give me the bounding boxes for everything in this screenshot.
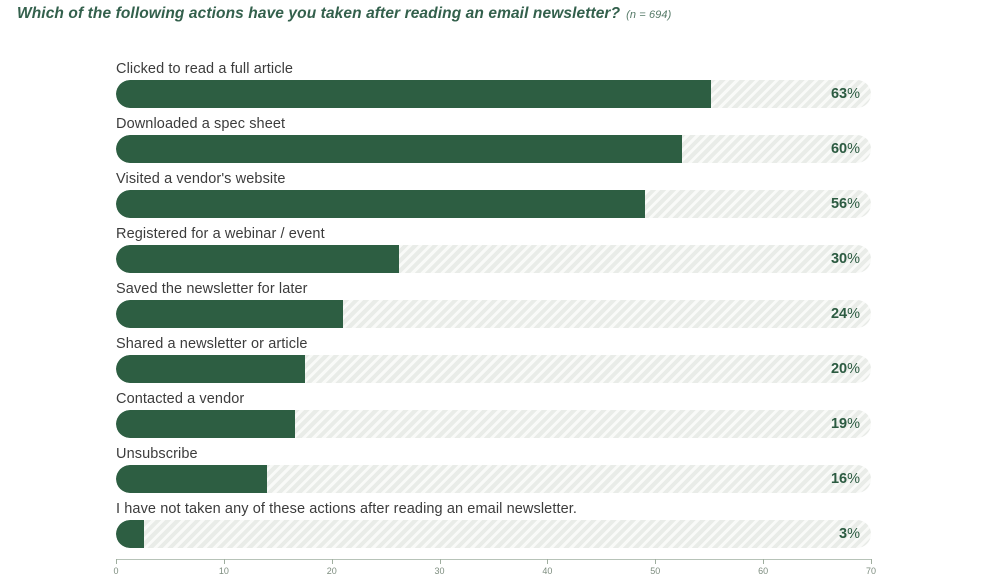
bar-category-label: Saved the newsletter for later [116, 281, 308, 297]
bar-row: Shared a newsletter or article 20% [116, 334, 871, 383]
tick-label: 0 [113, 566, 119, 576]
tick-mark [331, 559, 333, 564]
bar-value-label: 20% [830, 361, 860, 377]
percent-sign: % [847, 361, 860, 377]
tick-mark [547, 559, 549, 564]
percent-sign: % [847, 471, 860, 487]
bar-value-label: 19% [830, 416, 860, 432]
bar-value-label: 63% [830, 86, 860, 102]
bar-category-label: Registered for a webinar / event [116, 226, 325, 242]
tick-label: 70 [865, 566, 877, 576]
bar-track: 30% [116, 245, 871, 273]
bar-value-label: 3% [839, 526, 860, 542]
bar-track: 63% [116, 80, 871, 108]
bar-category-label: Downloaded a spec sheet [116, 116, 286, 132]
bar-row: Registered for a webinar / event 30% [116, 224, 871, 273]
bar-category-label: Contacted a vendor [116, 391, 245, 407]
bar-row: Clicked to read a full article 63% [116, 59, 871, 108]
percent-sign: % [847, 141, 860, 157]
bar-row: Visited a vendor's website 56% [116, 169, 871, 218]
bar-fill [116, 355, 305, 383]
tick-label: 50 [650, 566, 661, 576]
bar-track: 16% [116, 465, 871, 493]
bar-value-label: 60% [830, 141, 860, 157]
tick-mark [223, 559, 225, 564]
bar-fill [116, 135, 683, 163]
bar-row: Unsubscribe 16% [116, 444, 871, 493]
tick-label: 40 [542, 566, 553, 576]
bar-row: I have not taken any of these actions af… [116, 499, 871, 548]
bar-row: Saved the newsletter for later 24% [116, 279, 871, 328]
bar-fill [116, 245, 400, 273]
bar-track: 60% [116, 135, 871, 163]
chart-title: Which of the following actions have you … [17, 5, 671, 23]
percent-sign: % [847, 416, 860, 432]
percent-sign: % [847, 86, 860, 102]
percent-sign: % [847, 196, 860, 212]
tick-label: 20 [326, 566, 337, 576]
tick-label: 10 [218, 566, 229, 576]
percent-sign: % [847, 251, 860, 267]
bar-fill [116, 190, 645, 218]
tick-label: 60 [758, 566, 769, 576]
tick-mark [763, 559, 765, 564]
chart-title-text: Which of the following actions have you … [17, 5, 621, 22]
tick-label: 30 [434, 566, 445, 576]
bar-category-label: Unsubscribe [116, 446, 198, 462]
bar-category-label: Shared a newsletter or article [116, 336, 308, 352]
percent-sign: % [847, 526, 860, 542]
bar-row: Contacted a vendor 19% [116, 389, 871, 438]
tick-mark [655, 559, 657, 564]
bar-fill [116, 520, 145, 548]
bar-fill [116, 300, 343, 328]
x-axis: 0 10 20 30 40 50 60 70 [113, 559, 876, 581]
bar-category-label: Visited a vendor's website [116, 171, 286, 187]
bar-fill [116, 80, 711, 108]
bar-category-label: Clicked to read a full article [116, 61, 294, 77]
tick-mark [871, 559, 872, 564]
tick-mark [116, 559, 117, 564]
bar-value-label: 16% [830, 471, 860, 487]
bar-chart: Clicked to read a full article 63% Downl… [113, 59, 876, 581]
bar-value-label: 30% [830, 251, 860, 267]
tick-mark [439, 559, 441, 564]
sample-size-note: (n = 694) [626, 9, 672, 21]
bar-track: 3% [116, 520, 871, 548]
percent-sign: % [847, 306, 860, 322]
bar-track: 24% [116, 300, 871, 328]
bar-value-label: 56% [830, 196, 860, 212]
bar-track: 20% [116, 355, 871, 383]
bar-track: 56% [116, 190, 871, 218]
bar-track: 19% [116, 410, 871, 438]
bar-fill [116, 410, 296, 438]
bar-fill [116, 465, 267, 493]
bar-value-label: 24% [830, 306, 860, 322]
bar-row: Downloaded a spec sheet 60% [116, 114, 871, 163]
bar-category-label: I have not taken any of these actions af… [116, 501, 578, 517]
